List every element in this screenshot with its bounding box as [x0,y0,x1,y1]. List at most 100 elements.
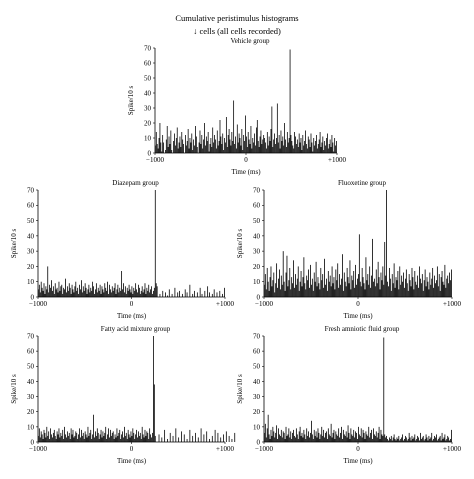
y-tick-label: 30 [253,248,261,256]
histogram-bar [295,437,296,442]
histogram-bar [150,434,151,442]
histogram-bar [85,287,87,297]
histogram-bar [335,431,337,442]
histogram-bar [363,432,365,442]
histogram-bar [134,290,136,297]
histogram-bar [294,132,295,153]
histogram-bar [307,435,309,442]
histogram-bar [185,145,187,153]
histogram-bar [429,438,431,442]
histogram-bar [311,142,313,153]
histogram-bar [216,292,218,297]
histogram-bar [264,274,266,297]
histogram-bar [196,147,198,153]
y-tick-label: 10 [253,278,261,286]
histogram-bar [72,289,74,297]
histogram-bar [312,438,314,442]
histogram-bar [124,292,125,297]
histogram-bar [364,438,366,442]
histogram-bar [228,129,230,153]
histogram-bar [346,267,348,297]
histogram-bar [279,435,281,442]
histogram-bar [293,429,294,442]
histogram-bar [183,144,184,153]
histogram-bar [333,151,335,153]
histogram-bar [298,290,300,297]
y-tick-label: 30 [27,393,35,401]
histogram-bar [103,292,105,297]
histogram-bar [281,141,283,153]
histogram-bar [303,257,305,297]
histogram-bar [146,431,148,442]
y-tick-label: 10 [253,423,261,431]
histogram-bar [317,144,319,153]
histogram-bar [387,281,388,297]
histogram-bar [59,290,61,297]
histogram-bar [426,277,428,297]
histogram-bar [81,280,82,297]
histogram-bar [273,272,275,297]
y-tick-label: 50 [144,74,152,82]
histogram-bar [192,293,194,297]
y-tick-label: 40 [144,89,152,97]
histogram-bar [269,277,271,297]
histogram-bar [38,428,40,442]
histogram-bar [306,275,308,297]
histogram-bar [416,284,418,297]
histogram-bar [273,139,275,153]
histogram-bar [355,264,356,297]
histogram-bar [49,284,51,297]
histogram-bar [111,432,113,442]
panel-title: Diazepam group [112,179,159,187]
histogram-bar [328,144,330,153]
histogram-bar [337,435,339,442]
histogram-bar [385,275,387,297]
histogram-bar [434,275,435,297]
histogram-bar [446,438,448,442]
histogram-bar [71,284,73,297]
histogram-bar [46,426,48,442]
histogram-bar [392,283,394,297]
histogram-bar [196,292,198,297]
y-tick-label: 30 [27,248,35,256]
histogram-bar [231,438,233,442]
histogram-bar [129,289,131,297]
histogram-bar [312,290,314,297]
histogram-bar [198,142,200,153]
histogram-bar [351,275,353,297]
histogram-bar [347,425,349,442]
histogram-bar [330,423,332,442]
histogram-bar [342,290,344,297]
histogram-bar [262,139,264,153]
histogram-bar [230,145,232,153]
panel-title: Fluoxetine group [338,179,387,187]
histogram-bar [193,139,194,153]
histogram-bar [244,141,245,153]
histogram-bar [58,281,60,297]
histogram-bar [420,278,421,297]
histogram-bar [444,434,446,442]
histogram-bar [292,283,293,297]
histogram-bar [75,431,77,442]
histogram-bar [322,136,324,153]
histogram-bar [248,139,250,153]
histogram-bar [143,437,145,442]
histogram-bar [346,437,348,442]
histogram-bar [266,148,267,153]
histogram-bar [330,286,332,297]
histogram-bar [277,287,278,297]
histogram-bar [415,440,417,442]
histogram-bar [320,147,322,153]
histogram-bar [103,435,105,442]
histogram-bar [446,278,448,297]
histogram-bar [255,145,256,153]
x-tick-label: −1000 [146,156,164,164]
histogram-bar [104,283,106,297]
histogram-bar [271,106,273,153]
histogram-bar [296,139,298,153]
histogram-bar [413,289,415,297]
histogram-bar [377,432,379,442]
histogram-bar [418,287,419,297]
histogram-bar [53,293,55,297]
